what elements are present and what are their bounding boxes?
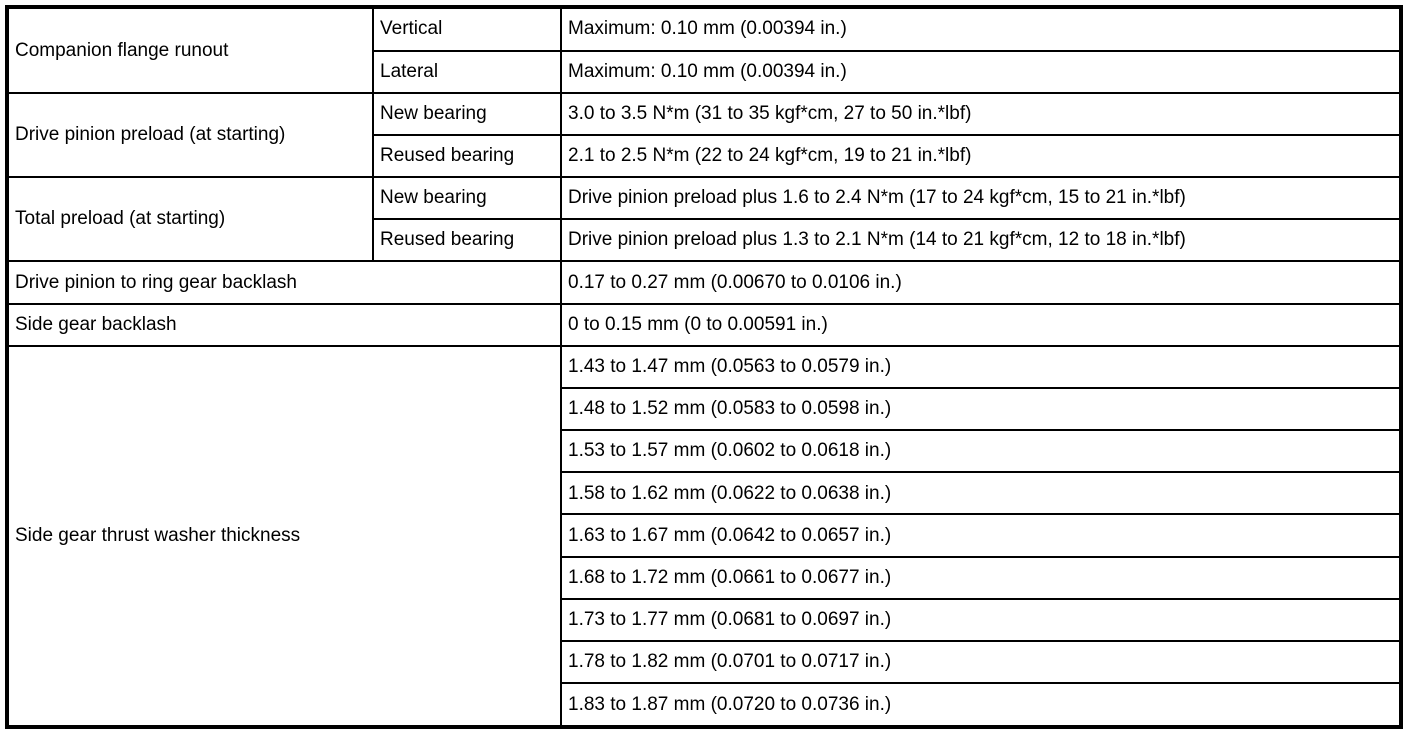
table-row: 1.53 to 1.57 mm (0.0602 to 0.0618 in.) (7, 429, 1402, 474)
spec-value: 1.68 to 1.72 mm (0.0661 to 0.0677 in.) (560, 555, 1402, 600)
spec-value: 1.78 to 1.82 mm (0.0701 to 0.0717 in.) (560, 639, 1402, 685)
spec-value: 1.83 to 1.87 mm (0.0720 to 0.0736 in.) (560, 682, 1402, 728)
spec-value: 1.53 to 1.57 mm (0.0602 to 0.0618 in.) (560, 429, 1402, 474)
spec-value: 3.0 to 3.5 N*m (31 to 35 kgf*cm, 27 to 5… (560, 91, 1402, 136)
spec-group-label: Drive pinion to ring gear backlash (6, 260, 562, 305)
table-row: 1.68 to 1.72 mm (0.0661 to 0.0677 in.) (7, 555, 1402, 600)
spec-value: 1.43 to 1.47 mm (0.0563 to 0.0579 in.) (560, 344, 1402, 389)
spec-value: Maximum: 0.10 mm (0.00394 in.) (560, 49, 1402, 94)
spec-value: Drive pinion preload plus 1.3 to 2.1 N*m… (560, 218, 1402, 263)
table-row: 1.78 to 1.82 mm (0.0701 to 0.0717 in.) (7, 639, 1402, 685)
spec-value: 0.17 to 0.27 mm (0.00670 to 0.0106 in.) (560, 260, 1402, 305)
spec-sub-label: Reused bearing (372, 133, 562, 179)
table-row: Side gear backlash 0 to 0.15 mm (0 to 0.… (6, 302, 1402, 347)
differential-specifications-table: Companion flange runout Vertical Maximum… (5, 5, 1403, 729)
table-row: Reused bearing 2.1 to 2.5 N*m (22 to 24 … (7, 133, 1402, 179)
spec-value: 1.63 to 1.67 mm (0.0642 to 0.0657 in.) (560, 513, 1402, 558)
spec-value: 2.1 to 2.5 N*m (22 to 24 kgf*cm, 19 to 2… (560, 133, 1402, 179)
table-row: Side gear thrust washer thickness 1.43 t… (6, 344, 1402, 729)
spec-group-label: Companion flange runout (6, 6, 374, 94)
spec-value: Maximum: 0.10 mm (0.00394 in.) (560, 6, 1402, 52)
table-row: Total preload (at starting) New bearing … (6, 176, 1402, 263)
spec-group-label: Side gear backlash (6, 302, 562, 347)
table-row: 1.73 to 1.77 mm (0.0681 to 0.0697 in.) (7, 597, 1402, 643)
table-row: Companion flange runout Vertical Maximum… (6, 6, 1402, 94)
spec-group-label: Drive pinion preload (at starting) (6, 91, 374, 179)
spec-sub-label: Reused bearing (372, 218, 562, 263)
spec-value: Drive pinion preload plus 1.6 to 2.4 N*m… (560, 176, 1402, 221)
table-row: 1.63 to 1.67 mm (0.0642 to 0.0657 in.) (7, 513, 1402, 558)
table-row: 1.58 to 1.62 mm (0.0622 to 0.0638 in.) (7, 471, 1402, 516)
spec-sub-label: New bearing (372, 91, 562, 136)
table-row: Drive pinion to ring gear backlash 0.17 … (6, 260, 1402, 305)
spec-value: 1.58 to 1.62 mm (0.0622 to 0.0638 in.) (560, 471, 1402, 516)
table-row: Drive pinion preload (at starting) New b… (6, 91, 1402, 179)
spec-value: 1.73 to 1.77 mm (0.0681 to 0.0697 in.) (560, 597, 1402, 643)
spec-sub-label: Lateral (372, 49, 562, 94)
table-row: 1.48 to 1.52 mm (0.0583 to 0.0598 in.) (7, 386, 1402, 432)
spec-group-label: Total preload (at starting) (6, 176, 374, 263)
spec-group-label: Side gear thrust washer thickness (6, 344, 562, 729)
table-row: Lateral Maximum: 0.10 mm (0.00394 in.) (7, 49, 1402, 94)
spec-sub-label: New bearing (372, 176, 562, 221)
spec-value: 1.48 to 1.52 mm (0.0583 to 0.0598 in.) (560, 386, 1402, 432)
table-row: 1.83 to 1.87 mm (0.0720 to 0.0736 in.) (7, 682, 1402, 728)
spec-sub-label: Vertical (372, 6, 562, 52)
table-row: Reused bearing Drive pinion preload plus… (7, 218, 1402, 263)
spec-value: 0 to 0.15 mm (0 to 0.00591 in.) (560, 302, 1402, 347)
